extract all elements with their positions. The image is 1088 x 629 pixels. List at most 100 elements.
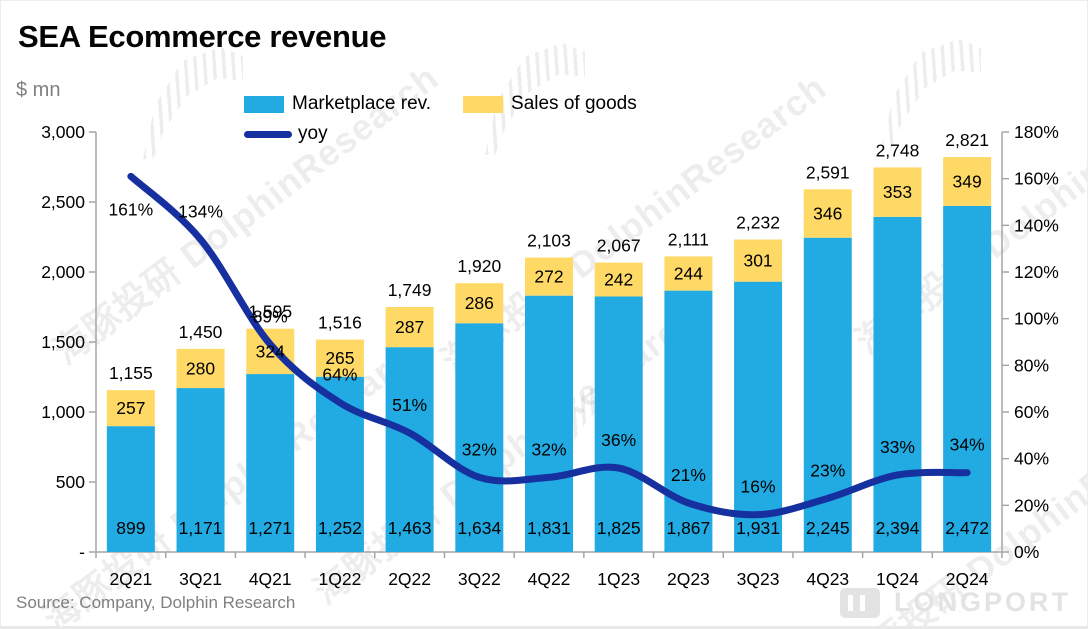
sales-bar-segment xyxy=(385,307,434,348)
sales-bar-segment xyxy=(734,239,783,282)
total-value-label: 2,232 xyxy=(736,213,780,233)
source-note: Source: Company, Dolphin Research xyxy=(16,593,296,612)
marketplace-value-label: 2,472 xyxy=(945,518,989,538)
total-value-label: 2,748 xyxy=(876,140,920,160)
total-value-label: 2,111 xyxy=(668,229,709,249)
yoy-value-label: 32% xyxy=(531,439,566,459)
total-value-label: 1,920 xyxy=(457,256,501,276)
longport-wordmark: LONGPORT xyxy=(894,587,1071,617)
sales-bar-segment xyxy=(664,256,713,291)
marketplace-bar-segment xyxy=(943,205,992,553)
sales-value-label: 287 xyxy=(395,317,424,337)
marketplace-bar-segment xyxy=(176,388,225,552)
marketplace-value-label: 1,171 xyxy=(179,518,223,538)
marketplace-value-label: 2,245 xyxy=(806,518,850,538)
right-axis-tick-label: 180% xyxy=(1014,122,1059,142)
x-axis-category-label: 2Q21 xyxy=(109,569,152,589)
marketplace-legend-label: Marketplace rev. xyxy=(292,93,432,114)
marketplace-legend-swatch xyxy=(244,95,284,113)
total-value-label: 1,155 xyxy=(109,363,153,383)
legend: Marketplace rev. Sales of goods yoy xyxy=(244,89,637,149)
marketplace-value-label: 2,394 xyxy=(876,518,920,538)
yoy-value-label: 134% xyxy=(178,201,223,221)
yoy-value-label: 23% xyxy=(810,460,845,480)
marketplace-value-label: 1,271 xyxy=(248,518,292,538)
left-axis-tick-label: - xyxy=(79,542,85,562)
total-value-label: 2,103 xyxy=(527,231,571,251)
sales-bar-segment xyxy=(525,257,573,296)
x-axis-category-label: 3Q21 xyxy=(179,569,222,589)
total-value-label: 2,067 xyxy=(597,236,641,256)
x-axis-category-label: 1Q23 xyxy=(597,569,640,589)
chart-title: SEA Ecommerce revenue xyxy=(18,19,387,54)
sales-value-label: 346 xyxy=(813,203,842,223)
sales-value-label: 272 xyxy=(534,267,563,287)
right-axis-tick-label: 80% xyxy=(1014,355,1049,375)
sales-value-label: 353 xyxy=(883,182,912,202)
marketplace-value-label: 1,634 xyxy=(457,518,501,538)
x-axis-category-label: 3Q23 xyxy=(737,569,780,589)
sales-value-label: 265 xyxy=(325,348,354,368)
x-axis-category-label: 1Q22 xyxy=(319,569,362,589)
yoy-value-label: 51% xyxy=(392,395,427,415)
marketplace-value-label: 1,825 xyxy=(597,518,641,538)
marketplace-bar-segment xyxy=(664,290,713,552)
marketplace-value-label: 899 xyxy=(116,518,145,538)
left-axis-tick-label: 1,500 xyxy=(41,332,85,352)
yoy-value-label: 36% xyxy=(601,430,636,450)
left-axis-tick-label: 2,000 xyxy=(41,262,85,282)
sales-bar-segment xyxy=(176,348,225,389)
sales-value-label: 242 xyxy=(604,270,633,290)
right-axis-tick-label: 160% xyxy=(1014,169,1059,189)
sales-bar-segment xyxy=(943,157,992,206)
marketplace-value-label: 1,463 xyxy=(388,518,432,538)
marketplace-bar-segment xyxy=(106,426,155,552)
x-axis-category-label: 2Q24 xyxy=(946,569,989,589)
sales-value-label: 286 xyxy=(465,293,494,313)
right-axis-tick-label: 0% xyxy=(1014,542,1039,562)
left-axis-tick-label: 2,500 xyxy=(41,192,85,212)
yoy-value-label: 33% xyxy=(880,437,915,457)
x-axis-category-label: 4Q21 xyxy=(249,569,292,589)
yoy-value-label: 161% xyxy=(108,199,153,219)
x-axis-category-label: 1Q24 xyxy=(876,569,919,589)
total-value-label: 1,749 xyxy=(388,280,432,300)
yoy-line xyxy=(127,172,971,519)
total-value-label: 1,450 xyxy=(179,322,223,342)
marketplace-bar-segment xyxy=(594,296,643,552)
right-axis-tick-label: 140% xyxy=(1014,215,1059,235)
left-axis-tick-label: 500 xyxy=(56,472,85,492)
marketplace-bar-segment xyxy=(385,347,434,552)
marketplace-bar-segment xyxy=(873,216,922,552)
marketplace-value-label: 1,831 xyxy=(527,518,571,538)
marketplace-bar-segment xyxy=(525,295,573,552)
longport-logo: LONGPORT xyxy=(840,587,1071,618)
left-axis-tick-label: 3,000 xyxy=(41,122,85,142)
right-axis-tick-label: 120% xyxy=(1014,262,1059,282)
x-axis-category-label: 2Q22 xyxy=(388,569,431,589)
total-value-label: 2,591 xyxy=(806,162,850,182)
yoy-value-label: 64% xyxy=(322,365,357,385)
yoy-legend-swatch xyxy=(244,130,292,138)
left-axis-tick-label: 1,000 xyxy=(41,402,85,422)
x-axis-category-label: 4Q23 xyxy=(806,569,849,589)
sales-bar-segment xyxy=(246,328,295,375)
yoy-value-label: 32% xyxy=(462,439,497,459)
right-axis-tick-label: 40% xyxy=(1014,449,1049,469)
legend-row-line: yoy xyxy=(244,119,637,149)
sales-value-label: 244 xyxy=(674,264,703,284)
legend-row-bars: Marketplace rev. Sales of goods xyxy=(244,89,637,119)
sales-bar-segment xyxy=(106,390,155,427)
sales-legend-swatch xyxy=(463,95,504,113)
total-value-label: 2,821 xyxy=(945,130,989,150)
marketplace-value-label: 1,867 xyxy=(666,518,710,538)
marketplace-bar-segment xyxy=(455,323,504,552)
marketplace-bar-segment xyxy=(246,374,295,552)
sales-value-label: 324 xyxy=(256,341,285,361)
sales-bar-segment xyxy=(873,167,922,217)
sales-value-label: 301 xyxy=(743,251,772,271)
sales-legend-label: Sales of goods xyxy=(511,93,637,114)
yoy-value-label: 34% xyxy=(950,435,985,455)
